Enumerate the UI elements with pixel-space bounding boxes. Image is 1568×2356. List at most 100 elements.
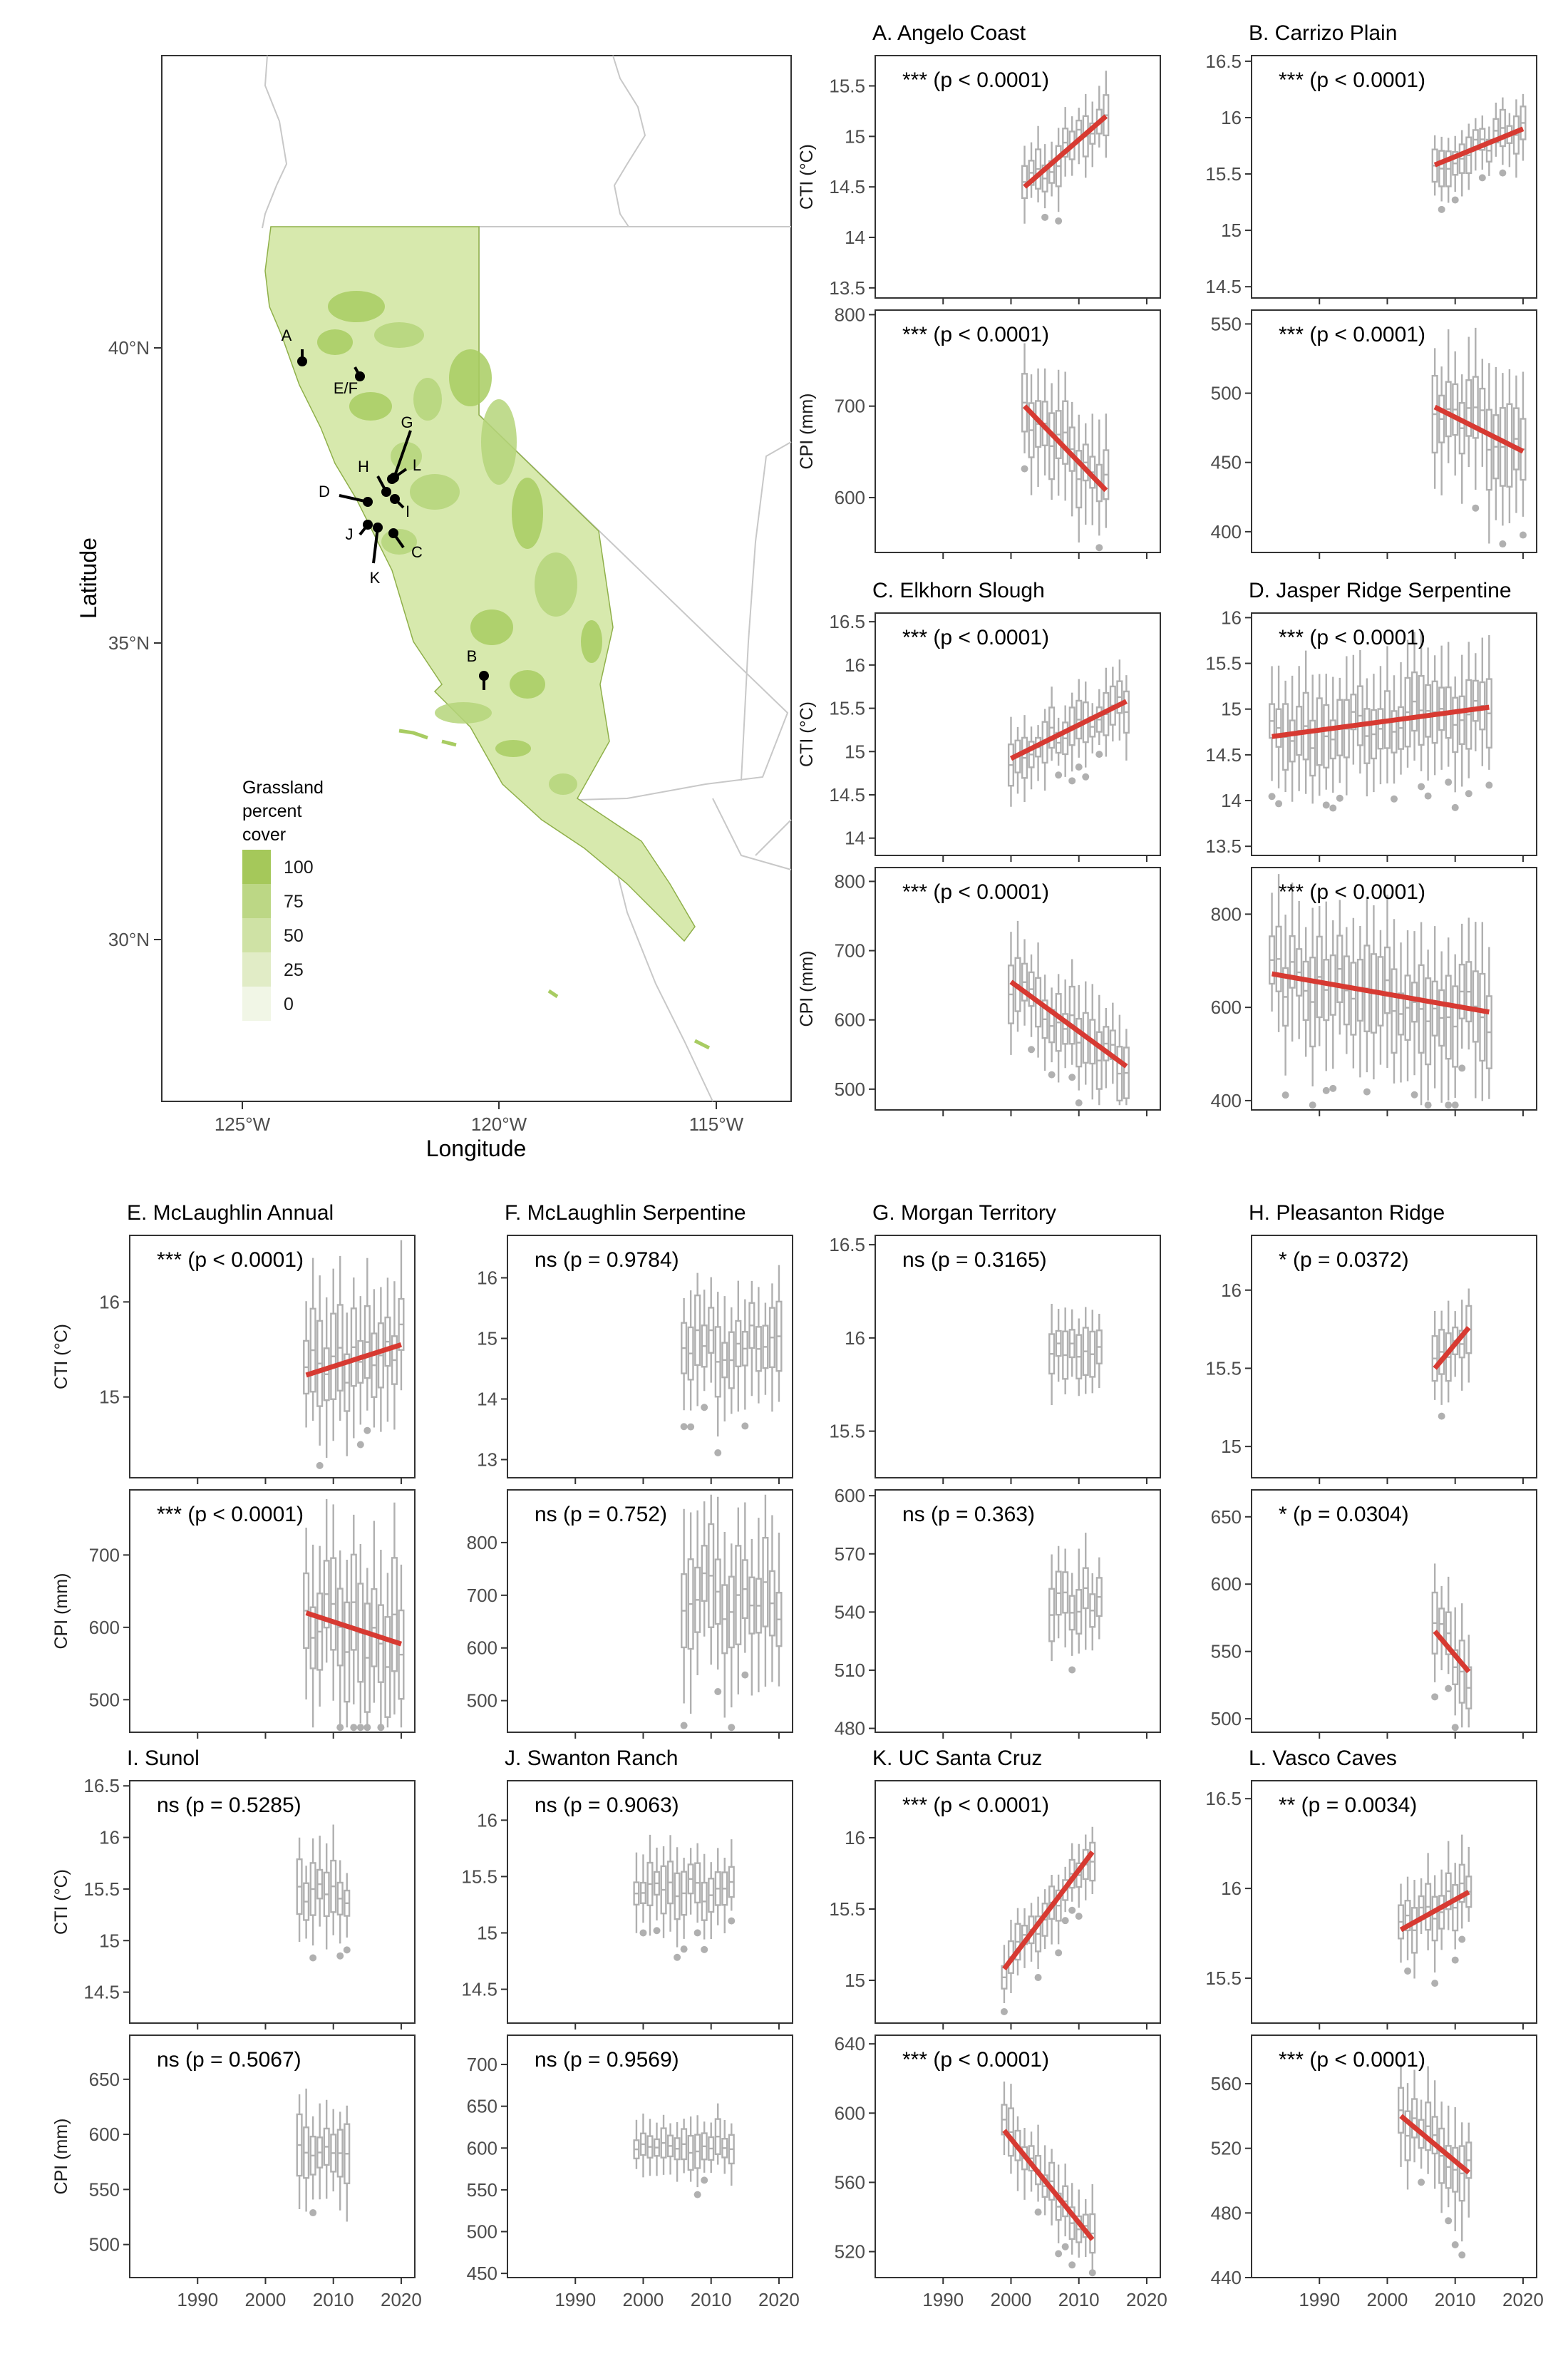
site-label: E/F (334, 379, 358, 397)
y-tick-label: 520 (1211, 2138, 1242, 2159)
outlier-point (1404, 1967, 1412, 1975)
high-cover-patch (512, 478, 543, 549)
y-tick-label: 800 (467, 1532, 497, 1553)
significance-annotation: ns (p = 0.9784) (535, 1248, 679, 1272)
outlier-point (693, 1929, 701, 1937)
site-point (381, 487, 391, 497)
significance-annotation: *** (p < 0.0001) (902, 626, 1049, 649)
y-axis-label: CPI (mm) (51, 2119, 71, 2195)
y-tick-label: 500 (1211, 383, 1242, 404)
outlier-point (1451, 1956, 1459, 1964)
legend-label: 25 (284, 960, 304, 980)
chart-panel-C-cpi: 500 600 700 800 CPI (mm) *** (p < 0.0001) (797, 867, 1161, 1116)
y-tick-label: 500 (467, 2221, 497, 2243)
trend-line (1002, 1850, 1095, 1971)
y-axis-label: CTI (°C) (51, 1869, 71, 1935)
high-cover-patch (470, 609, 513, 645)
y-axis-label: CTI (°C) (797, 144, 817, 210)
significance-annotation: *** (p < 0.0001) (1279, 323, 1425, 346)
site-point (387, 474, 397, 484)
chart-panel-D-cti: D. Jasper Ridge Serpentine 13.5 14 14.5 15 15… (1205, 579, 1537, 862)
y-tick-label: 520 (835, 2241, 865, 2263)
panel-frame (875, 1235, 1161, 1478)
y-tick-label: 540 (835, 1601, 865, 1622)
y-axis-label: CPI (mm) (51, 1573, 71, 1650)
y-tick-label: 16 (1221, 1878, 1242, 1899)
y-tick-label: 16 (99, 1827, 120, 1848)
outlier-point (728, 1917, 736, 1925)
outlier-point (363, 1426, 371, 1434)
panel-frame (875, 309, 1161, 553)
panel-frame (1251, 1235, 1537, 1478)
y-tick-label: 16 (1221, 1280, 1242, 1301)
x-tick-label: 2020 (1502, 2289, 1544, 2310)
significance-annotation: *** (p < 0.0001) (902, 68, 1049, 92)
legend-title-line: percent (242, 801, 301, 821)
panel-frame (875, 867, 1161, 1111)
y-tick-label: 14.5 (1205, 744, 1242, 766)
chart-panel-B-cti: B. Carrizo Plain 14.5 15 15.5 16 16.5 *** (p <… (1205, 21, 1537, 304)
y-tick-label: 700 (467, 2054, 497, 2075)
outlier-point (377, 1724, 385, 1732)
panel-frame (129, 2035, 416, 2278)
outlier-point (1458, 1064, 1466, 1072)
significance-annotation: ** (p = 0.0034) (1279, 1794, 1417, 1817)
y-tick-label: 14 (1221, 790, 1242, 811)
chart-panels: A. Angelo Coast 13.5 14 14.5 15 15.5 CTI (°C) *… (51, 21, 1544, 2310)
high-cover-patch (481, 399, 517, 485)
site-leader-line (372, 527, 379, 564)
y-tick-label: 16.5 (1205, 1788, 1242, 1809)
x-tick-label: 1990 (922, 2289, 964, 2310)
panel-frame (875, 612, 1161, 856)
x-tick-label: 2020 (381, 2289, 422, 2310)
high-cover-patch (449, 349, 492, 406)
significance-annotation: *** (p < 0.0001) (1279, 68, 1425, 92)
outlier-point (1061, 2243, 1069, 2250)
y-tick-label: 550 (1211, 313, 1242, 334)
x-tick-label: 1990 (1299, 2289, 1340, 2310)
trend-line (1023, 114, 1108, 189)
panel-frame (1251, 1780, 1537, 2024)
panel-frame (1251, 55, 1537, 299)
y-tick-label: 800 (1211, 903, 1242, 925)
site-label: C (411, 543, 423, 561)
outlier-point (714, 1449, 722, 1457)
outlier-point (1424, 1101, 1432, 1109)
y-tick-label: 15 (99, 1387, 120, 1408)
y-tick-label: 14.5 (829, 176, 865, 197)
y-tick-label: 800 (835, 870, 865, 892)
outlier-point (1499, 540, 1507, 548)
channel-islands (398, 729, 711, 1050)
y-tick-label: 510 (835, 1660, 865, 1681)
map-legend: Grassland percent cover 100 75 50 25 0 (242, 778, 324, 1021)
y-tick-label: 600 (467, 1637, 497, 1659)
site-label: B (467, 647, 478, 665)
trend-line (1002, 2129, 1095, 2241)
x-tick-label: 2020 (758, 2289, 800, 2310)
y-axis-label: CTI (°C) (797, 701, 817, 767)
high-cover-patch (328, 291, 385, 322)
significance-annotation: *** (p < 0.0001) (902, 1794, 1049, 1817)
outlier-point (680, 1722, 688, 1729)
panel-title: G. Morgan Territory (872, 1201, 1056, 1225)
outlier-point (1336, 794, 1343, 802)
outlier-point (639, 1929, 647, 1937)
panel-title: E. McLaughlin Annual (127, 1201, 334, 1225)
x-tick-label: 2010 (1058, 2289, 1100, 2310)
y-tick-label: 440 (1211, 2267, 1242, 2288)
y-tick-label: 15.5 (83, 1878, 120, 1900)
grassland-high-cover-patches (317, 291, 602, 795)
y-tick-label: 570 (835, 1543, 865, 1565)
significance-annotation: ns (p = 0.9569) (535, 2048, 679, 2072)
site-point (297, 356, 307, 366)
y-tick-label: 15 (1221, 220, 1242, 241)
outlier-point (1451, 803, 1459, 811)
legend-swatch (242, 987, 271, 1021)
chart-panel-K-cti: K. UC Santa Cruz 15 15.5 16 *** (p < 0.0001) (829, 1747, 1161, 2030)
outlier-point (1322, 801, 1330, 809)
outlier-point (1445, 1684, 1453, 1692)
high-cover-patch (535, 552, 577, 617)
site-markers: A E/F G H L D I J C K B (282, 326, 489, 690)
trend-line (1433, 1630, 1471, 1674)
